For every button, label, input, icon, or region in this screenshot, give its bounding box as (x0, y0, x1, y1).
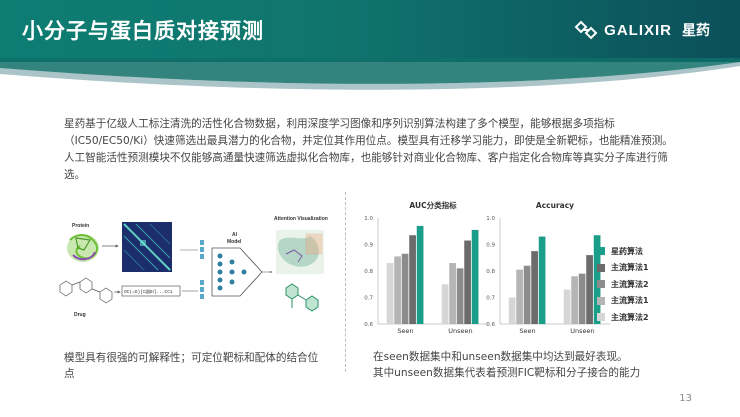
bar (401, 253, 409, 324)
drug-structure-image (59, 277, 113, 304)
page-title: 小分子与蛋白质对接预测 (22, 19, 264, 43)
smiles-text: OC(=O)[C@@H]...CC1 (124, 289, 173, 295)
logo-text: GALIXIR (604, 21, 672, 39)
bar (464, 240, 471, 324)
bar (571, 276, 578, 324)
y-tick-label: 1.0 (364, 216, 373, 222)
x-tick-label: Seen (519, 327, 535, 335)
y-tick-label: 0.7 (486, 296, 495, 302)
bar (441, 284, 449, 324)
bar (516, 269, 523, 324)
chart-legend: 星药算法主流算法1 主流算法2 主流算法1 主流算法2 (597, 243, 649, 326)
bar (531, 251, 538, 324)
bar (471, 229, 479, 324)
x-tick-label: Unseen (570, 327, 594, 335)
x-tick-label: Unseen (448, 327, 472, 335)
brand-logo: GALIXIR 星药 (574, 18, 710, 42)
y-tick-label: 0.6 (364, 322, 373, 328)
bar (593, 235, 601, 324)
legend-label: 主流算法1 (611, 296, 649, 306)
performance-charts: AUC分类指标 0.6 0.7 0.8 0.9 1.0 Seen Unseen Accuracy… (364, 200, 610, 335)
ai-model-diagram (211, 247, 263, 297)
bar (416, 225, 424, 324)
bar (456, 268, 464, 324)
model-label: Model (227, 239, 242, 245)
banner-wave-decoration (0, 58, 740, 90)
y-tick-label: 0.9 (486, 243, 495, 249)
bar (508, 297, 516, 324)
bar (523, 265, 531, 324)
legend-item: 主流算法1 (597, 293, 649, 310)
y-tick-label: 1.0 (486, 216, 495, 222)
y-tick-label: 0.8 (486, 269, 495, 275)
bar (386, 263, 394, 324)
chart-title: AUC分类指标 (409, 200, 457, 210)
embedding-vectors (200, 240, 204, 299)
logo-cn-text: 星药 (682, 23, 710, 39)
legend-swatch (597, 247, 605, 256)
page-number: 13 (679, 393, 692, 404)
attention-label: Attention Visualization (274, 216, 328, 222)
ligand-structure-image (285, 283, 319, 312)
y-tick-label: 0.8 (364, 269, 373, 275)
legend-item: 主流算法1 (597, 260, 649, 277)
legend-swatch (597, 263, 605, 272)
legend-swatch (597, 280, 605, 289)
ai-label: AI (232, 232, 238, 238)
intro-paragraph: 星药基于亿级人工标注清洗的活性化合物数据，利用深度学习图像和序列识别算法构建了多… (64, 118, 673, 181)
header-banner: 小分子与蛋白质对接预测 GALIXIR 星药 (0, 0, 740, 62)
bar (409, 235, 416, 324)
bar (394, 256, 401, 324)
contact-map-image (122, 222, 172, 272)
right-caption-line-2: 其中unseen数据集代表着预测FIC靶标和分子接合的能力 (373, 367, 641, 379)
legend-label: 星药算法 (611, 246, 643, 256)
section-divider (345, 192, 346, 372)
legend-item: 主流算法2 (597, 309, 649, 326)
bar (578, 273, 586, 324)
bar (586, 255, 593, 324)
legend-label: 主流算法2 (611, 312, 649, 322)
bar (538, 236, 546, 324)
attention-visualization-image (276, 230, 324, 274)
legend-label: 主流算法2 (611, 279, 649, 289)
legend-item: 星药算法 (597, 243, 649, 260)
y-tick-label: 0.6 (486, 322, 495, 328)
protein-structure-image (67, 234, 99, 262)
y-tick-label: 0.9 (364, 243, 373, 249)
legend-swatch (597, 296, 605, 305)
y-tick-label: 0.7 (364, 296, 373, 302)
legend-item: 主流算法2 (597, 276, 649, 293)
bar (563, 289, 571, 324)
right-caption-line-1: 在seen数据集中和unseen数据集中均达到最好表现。 (373, 351, 628, 363)
bar (449, 263, 456, 324)
model-figure: Protein Drug OC(=O)[C@@H]...CC1 (59, 216, 328, 318)
protein-label: Protein (72, 223, 89, 229)
drug-label: Drug (74, 312, 86, 318)
right-caption: 在seen数据集中和unseen数据集中均达到最好表现。 其中unseen数据集… (373, 349, 703, 381)
galixir-logo-icon (574, 20, 598, 40)
left-caption: 模型具有很强的可解释性；可定位靶标和配体的结合位点 (64, 352, 319, 380)
legend-swatch (597, 313, 605, 322)
chart-title: Accuracy (536, 201, 574, 210)
x-tick-label: Seen (397, 327, 413, 335)
smiles-box (121, 285, 181, 297)
legend-label: 主流算法1 (611, 263, 649, 273)
